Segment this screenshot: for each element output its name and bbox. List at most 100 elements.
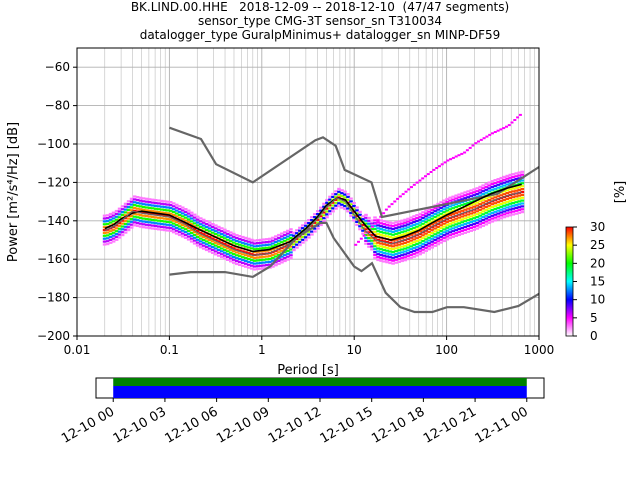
histogram-cell	[502, 181, 507, 184]
histogram-cell	[514, 178, 519, 181]
histogram-cell	[505, 192, 510, 195]
histogram-cell	[171, 231, 176, 234]
histogram-cell	[204, 225, 209, 229]
histogram-cell	[180, 212, 185, 215]
histogram-cell	[448, 234, 452, 237]
histogram-cell	[280, 235, 284, 238]
histogram-cell	[253, 265, 257, 268]
histogram-cell	[247, 252, 251, 255]
histogram-cell	[466, 204, 470, 207]
histogram-cell	[493, 187, 498, 190]
histogram-cell	[406, 217, 410, 220]
histogram-cell	[289, 248, 293, 251]
histogram-cell	[238, 237, 242, 241]
histogram-cell	[382, 248, 386, 252]
histogram-cell	[376, 224, 380, 227]
histogram-cell	[117, 230, 122, 233]
histogram-cell	[406, 232, 410, 235]
histogram-cell	[493, 207, 498, 210]
histogram-cell	[484, 223, 489, 226]
histogram-cell	[174, 226, 179, 229]
histogram-cell	[466, 213, 470, 216]
histogram-cell	[141, 208, 146, 211]
histogram-cell	[186, 218, 191, 221]
histogram-cell	[511, 184, 516, 187]
histogram-cell	[409, 233, 413, 236]
histogram-cell	[238, 249, 242, 252]
histogram-cell	[445, 235, 449, 238]
histogram-cell	[403, 250, 407, 253]
histogram-cell	[427, 245, 431, 248]
histogram-cell	[253, 262, 257, 265]
histogram-cell	[168, 203, 173, 207]
histogram-cell	[343, 205, 347, 208]
histogram-cell	[280, 241, 284, 244]
histogram-cell	[286, 229, 290, 232]
histogram-cell	[195, 241, 200, 244]
histogram-cell	[319, 215, 323, 218]
histogram-cell	[391, 230, 395, 233]
histogram-cell	[214, 241, 218, 244]
histogram-cell	[192, 233, 197, 236]
histogram-cell	[511, 213, 516, 216]
histogram-cell	[226, 255, 230, 259]
histogram-cell	[262, 255, 266, 258]
histogram-cell	[313, 227, 317, 230]
histogram-cell	[460, 221, 464, 224]
histogram-cell	[439, 238, 443, 241]
histogram-cell	[454, 226, 458, 229]
histogram-cell	[168, 229, 173, 232]
histogram-cell	[410, 186, 413, 189]
histogram-cell	[111, 240, 116, 243]
histogram-cell	[183, 216, 188, 219]
histogram-cell	[204, 248, 209, 252]
histogram-cell	[520, 185, 525, 188]
histogram-cell	[370, 248, 374, 251]
histogram-cell	[505, 203, 510, 206]
histogram-cell	[147, 206, 152, 209]
histogram-cell	[171, 219, 176, 222]
histogram-cell	[445, 223, 449, 227]
y-tick-label: −60	[45, 60, 70, 74]
histogram-cell	[400, 225, 404, 228]
histogram-cell	[418, 224, 422, 227]
histogram-cell	[424, 223, 428, 227]
histogram-cell	[256, 262, 260, 265]
histogram-cell	[171, 205, 176, 208]
histogram-cell	[256, 239, 260, 242]
histogram-cell	[520, 199, 525, 202]
histogram-cell	[292, 243, 296, 246]
histogram-cell	[277, 259, 281, 262]
histogram-cell	[135, 219, 140, 222]
histogram-cell	[379, 233, 383, 236]
histogram-cell	[463, 225, 467, 229]
histogram-cell	[232, 250, 236, 253]
histogram-cell	[430, 214, 434, 217]
histogram-cell	[448, 225, 452, 228]
histogram-cell	[496, 183, 501, 186]
histogram-cell	[214, 233, 218, 236]
histogram-cell	[334, 204, 338, 207]
histogram-cell	[397, 260, 401, 263]
histogram-cell	[424, 246, 428, 250]
histogram-cell	[487, 219, 492, 222]
histogram-cell	[442, 199, 446, 202]
histogram-cell	[144, 209, 149, 212]
histogram-cell	[337, 190, 341, 193]
histogram-cell	[424, 232, 428, 235]
histogram-cell	[171, 208, 176, 211]
histogram-cell	[177, 205, 182, 208]
histogram-cell	[301, 241, 305, 244]
histogram-cell	[274, 255, 278, 258]
histogram-cell	[207, 241, 212, 244]
histogram-cell	[253, 248, 257, 251]
time-tick-label: 12-10 06	[162, 404, 220, 446]
histogram-cell	[180, 229, 185, 232]
histogram-cell	[168, 209, 173, 212]
histogram-cell	[481, 193, 485, 196]
histogram-cell	[475, 210, 479, 213]
histogram-cell	[481, 190, 485, 193]
histogram-cell	[510, 121, 514, 124]
histogram-cell	[442, 239, 446, 243]
histogram-cell	[289, 245, 293, 248]
